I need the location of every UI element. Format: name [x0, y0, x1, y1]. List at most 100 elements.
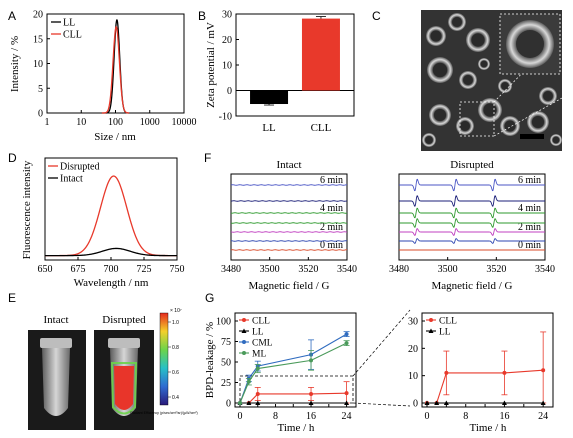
data-point: [309, 358, 314, 363]
x-tick-label: 3500: [438, 264, 458, 275]
y-tick-label: 0: [227, 86, 232, 97]
series-line-cll: [101, 26, 130, 114]
x-tick-label: 3520: [486, 264, 506, 275]
legend-label: CLL: [439, 317, 457, 327]
panel-title-intact: Intact: [276, 159, 301, 171]
cell-core: [430, 30, 442, 42]
y-tick-label: 0: [413, 399, 418, 410]
y-tick-label: 0: [38, 109, 43, 120]
panel-c-sem-image: [421, 10, 563, 151]
cell-core: [531, 115, 545, 129]
x-tick-label: 650: [38, 264, 53, 275]
data-point: [502, 370, 507, 375]
y-tick-label: 25: [221, 378, 231, 389]
x-tick-label: 1000: [140, 117, 160, 128]
data-point: [255, 400, 261, 405]
trace-time-label: 4 min: [518, 203, 541, 214]
cell-core: [543, 91, 553, 101]
colorbar-tick-label: 1.0: [172, 320, 179, 326]
x-tick-label: 10000: [172, 117, 197, 128]
y-axis-label: Zeta potential / mV: [205, 22, 217, 108]
y-tick-label: 50: [221, 358, 231, 369]
esr-trace: [399, 238, 545, 244]
x-tick-label: 3520: [298, 264, 318, 275]
trace-time-label: 6 min: [518, 175, 541, 186]
x-tick-label: 10: [76, 117, 86, 128]
colorbar-tick-label: 0.8: [172, 345, 179, 351]
cell-core: [463, 75, 473, 85]
data-point: [309, 391, 314, 396]
panel-label-c: C: [372, 9, 381, 23]
data-point: [541, 368, 546, 373]
category-label: LL: [262, 122, 276, 134]
y-tick-label: 15: [33, 34, 43, 45]
colorbar-label: Radiant Efficiency (p/sec/cm²/sr)/(µW/cm…: [130, 411, 198, 415]
data-point: [540, 400, 546, 405]
plot-frame-disrupted: [398, 173, 546, 261]
data-point: [344, 341, 349, 346]
x-axis-label-disrupted: Magnetic field / G: [432, 280, 513, 292]
series-line-disrupted: [45, 175, 177, 257]
legend-marker: [428, 328, 434, 333]
series-line-intact: [45, 247, 177, 257]
trace-time-label: 2 min: [518, 222, 541, 233]
panel-title-disrupted: Disrupted: [450, 159, 494, 171]
esr-trace: [399, 228, 545, 236]
esr-trace: [399, 218, 545, 228]
data-point: [344, 332, 349, 337]
y-tick-label: 30: [222, 10, 232, 21]
x-axis-label: Size / nm: [94, 131, 136, 143]
zoom-region: [239, 375, 354, 404]
tube-title-disrupted: Disrupted: [102, 314, 146, 326]
legend-label: LL: [252, 328, 264, 338]
zoom-region: [459, 101, 495, 137]
y-tick-label: 20: [222, 35, 232, 46]
legend-label: Disrupted: [60, 162, 99, 173]
x-tick-label: 3480: [389, 264, 409, 275]
y-tick-label: 5: [38, 84, 43, 95]
esr-trace: [230, 222, 348, 224]
esr-trace: [230, 212, 348, 214]
x-tick-label: 700: [104, 264, 119, 275]
data-point: [444, 370, 449, 375]
trace-time-label: 6 min: [320, 175, 343, 186]
x-tick-label: 3500: [260, 264, 280, 275]
data-point: [344, 400, 350, 405]
data-point: [255, 366, 260, 371]
x-tick-label: 675: [71, 264, 86, 275]
cell-core: [501, 82, 509, 90]
esr-trace: [399, 207, 545, 219]
cell-core: [504, 120, 516, 132]
cell-core: [552, 136, 560, 144]
panel-label-a: A: [8, 9, 16, 23]
cell-core: [471, 33, 485, 47]
data-point: [246, 379, 251, 384]
legend-label: LL: [63, 18, 75, 29]
data-point: [501, 400, 507, 405]
legend-marker: [242, 340, 246, 344]
x-axis-label: Wavelength / nm: [74, 277, 149, 289]
x-tick-label: 16: [306, 411, 316, 422]
x-tick-label: 24: [538, 411, 548, 422]
cell-core: [432, 62, 448, 78]
legend-marker: [429, 318, 433, 322]
category-label: CLL: [311, 122, 332, 134]
colorbar-exponent: × 10⁷: [170, 308, 182, 314]
y-axis-label: Fluorescence intensity: [21, 160, 33, 259]
trace-time-label: 0 min: [320, 240, 343, 251]
y-tick-label: 75: [221, 337, 231, 348]
trace-time-label: 4 min: [320, 203, 343, 214]
x-tick-label: 100: [108, 117, 123, 128]
y-tick-label: 0: [226, 399, 231, 410]
x-tick-label: 0: [238, 411, 243, 422]
trace-time-label: 2 min: [320, 222, 343, 233]
esr-trace: [230, 184, 348, 186]
x-tick-label: 3540: [337, 264, 357, 275]
plot-frame-intact: [230, 173, 348, 261]
x-tick-label: 3540: [535, 264, 555, 275]
cell-core: [483, 103, 497, 117]
